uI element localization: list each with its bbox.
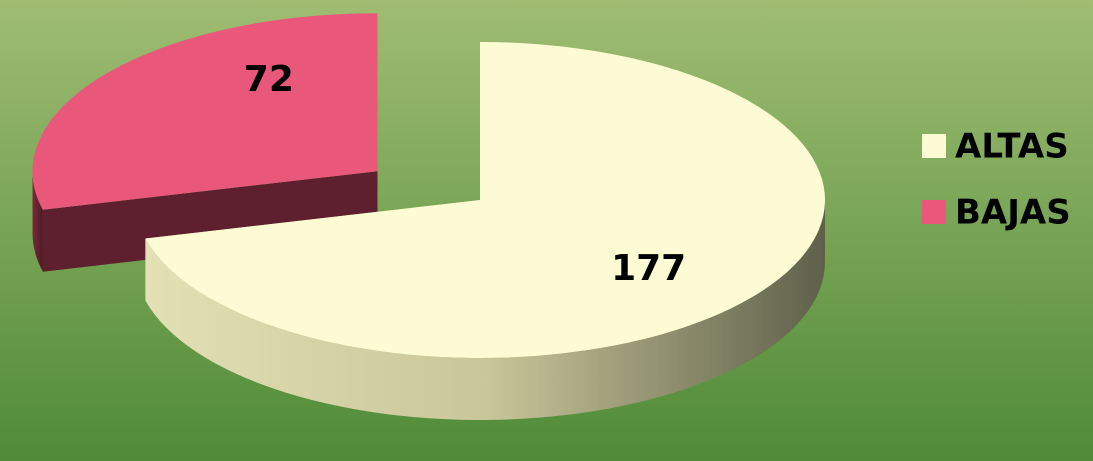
legend-label: ALTAS: [955, 127, 1069, 167]
legend-label: BAJAS: [955, 193, 1071, 233]
slice: [145, 42, 825, 358]
slice-side: [32, 171, 43, 272]
legend-swatch: [922, 200, 946, 224]
slice-side: [145, 200, 826, 421]
data-label: 72: [244, 59, 294, 100]
legend-swatch: [922, 134, 946, 158]
data-label: 177: [611, 248, 686, 289]
slice-wall: [42, 171, 378, 272]
slice: [32, 13, 378, 210]
